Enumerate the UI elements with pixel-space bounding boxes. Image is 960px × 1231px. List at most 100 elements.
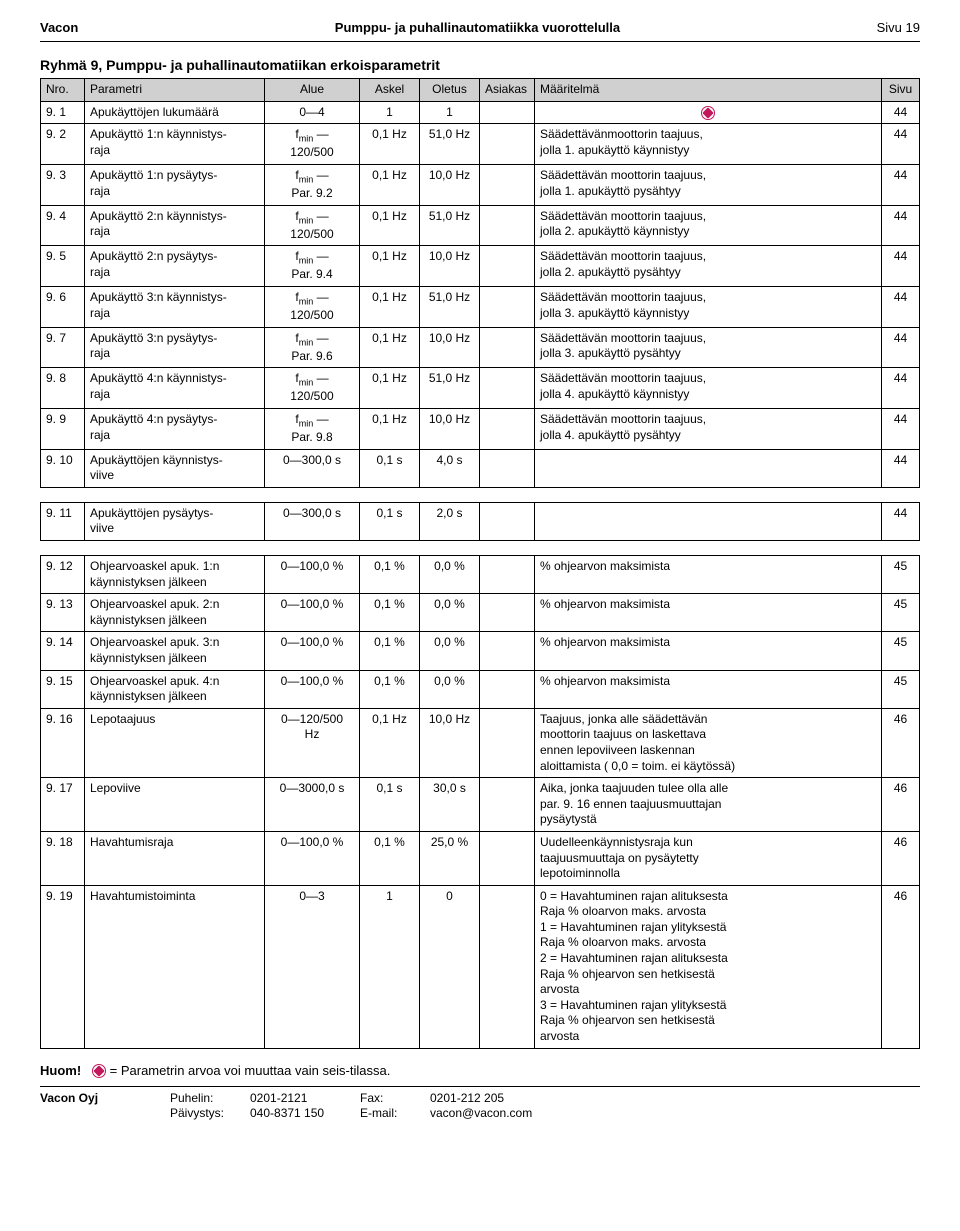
parameter-table-2: 9. 11Apukäyttöjen pysäytys- viive0—300,0… — [40, 502, 920, 541]
table-cell: 9. 13 — [41, 594, 85, 632]
column-header: Alue — [265, 79, 360, 102]
table-cell: Apukäyttö 4:n pysäytys- raja — [85, 408, 265, 449]
table-cell: Apukäyttö 1:n käynnistys- raja — [85, 124, 265, 165]
table-cell: 46 — [882, 831, 920, 885]
table-cell: 1 — [420, 101, 480, 124]
table-cell: 0—100,0 % — [265, 670, 360, 708]
table-cell: Säädettävän moottorin taajuus, jolla 4. … — [535, 368, 882, 409]
table-cell — [480, 831, 535, 885]
table-cell: 0—300,0 s — [265, 502, 360, 540]
table-cell: Apukäyttö 2:n pysäytys- raja — [85, 246, 265, 287]
table-cell: fmin — 120/500 — [265, 124, 360, 165]
table-cell — [480, 205, 535, 246]
table-cell: 9. 2 — [41, 124, 85, 165]
table-cell: 46 — [882, 778, 920, 832]
table-cell: 51,0 Hz — [420, 205, 480, 246]
table-cell: 0,1 % — [360, 831, 420, 885]
table-cell: 0,1 Hz — [360, 205, 420, 246]
table-cell: 9. 11 — [41, 502, 85, 540]
table-cell: Säädettävän moottorin taajuus, jolla 3. … — [535, 327, 882, 368]
table-cell — [480, 286, 535, 327]
table-cell — [480, 164, 535, 205]
table-cell: 0—120/500 Hz — [265, 708, 360, 777]
table-cell: 25,0 % — [420, 831, 480, 885]
table-cell: 9. 12 — [41, 556, 85, 594]
table-cell: 0—100,0 % — [265, 594, 360, 632]
table-cell: 44 — [882, 368, 920, 409]
table-cell — [535, 502, 882, 540]
table-cell: Säädettävän moottorin taajuus, jolla 3. … — [535, 286, 882, 327]
column-header: Määritelmä — [535, 79, 882, 102]
header-title: Pumppu- ja puhallinautomatiikka vuorotte… — [335, 20, 620, 37]
table-cell: 0,1 % — [360, 556, 420, 594]
table-cell: 44 — [882, 246, 920, 287]
stop-only-icon — [701, 106, 715, 120]
table-cell: 45 — [882, 670, 920, 708]
table-cell — [480, 885, 535, 1048]
table-cell — [480, 101, 535, 124]
table-cell: Säädettävän moottorin taajuus, jolla 2. … — [535, 205, 882, 246]
table-cell: 51,0 Hz — [420, 124, 480, 165]
table-cell: Apukäyttöjen pysäytys- viive — [85, 502, 265, 540]
table-cell: 0,0 % — [420, 632, 480, 670]
table-cell — [480, 670, 535, 708]
table-cell: 0,1 Hz — [360, 286, 420, 327]
table-cell: 9. 1 — [41, 101, 85, 124]
table-row: 9. 6Apukäyttö 3:n käynnistys- rajafmin —… — [41, 286, 920, 327]
table-cell: 0,1 s — [360, 778, 420, 832]
column-header: Asiakas — [480, 79, 535, 102]
table-cell: 0—3000,0 s — [265, 778, 360, 832]
column-header: Parametri — [85, 79, 265, 102]
table-cell: fmin — 120/500 — [265, 286, 360, 327]
table-cell: Ohjearvoaskel apuk. 2:n käynnistyksen jä… — [85, 594, 265, 632]
table-row: 9. 16Lepotaajuus0—120/500 Hz0,1 Hz10,0 H… — [41, 708, 920, 777]
section-title: Ryhmä 9, Pumppu- ja puhallinautomatiikan… — [40, 56, 920, 74]
table-cell: fmin — Par. 9.8 — [265, 408, 360, 449]
table-row: 9. 5Apukäyttö 2:n pysäytys- rajafmin — P… — [41, 246, 920, 287]
table-row: 9. 14Ohjearvoaskel apuk. 3:n käynnistyks… — [41, 632, 920, 670]
table-row: 9. 9Apukäyttö 4:n pysäytys- rajafmin — P… — [41, 408, 920, 449]
table-cell: 10,0 Hz — [420, 708, 480, 777]
table-cell: 4,0 s — [420, 449, 480, 487]
table-row: 9. 17Lepoviive0—3000,0 s0,1 s30,0 sAika,… — [41, 778, 920, 832]
table-cell: % ohjearvon maksimista — [535, 632, 882, 670]
table-cell: 44 — [882, 286, 920, 327]
table-cell: Havahtumisraja — [85, 831, 265, 885]
table-cell: fmin — Par. 9.4 — [265, 246, 360, 287]
table-cell: 30,0 s — [420, 778, 480, 832]
table-cell: 9. 14 — [41, 632, 85, 670]
footer-phone-val: 0201-2121 040-8371 150 — [250, 1091, 360, 1122]
table-row: 9. 4Apukäyttö 2:n käynnistys- rajafmin —… — [41, 205, 920, 246]
table-cell: Lepotaajuus — [85, 708, 265, 777]
table-cell: 0—100,0 % — [265, 556, 360, 594]
table-cell: % ohjearvon maksimista — [535, 670, 882, 708]
table-cell — [480, 708, 535, 777]
table-cell: 9. 5 — [41, 246, 85, 287]
table-cell — [480, 594, 535, 632]
table-cell: 44 — [882, 502, 920, 540]
table-cell — [480, 408, 535, 449]
table-cell: 9. 18 — [41, 831, 85, 885]
table-cell: 0,1 s — [360, 502, 420, 540]
table-cell: Apukäyttö 2:n käynnistys- raja — [85, 205, 265, 246]
table-cell: 9. 7 — [41, 327, 85, 368]
table-cell: Apukäyttöjen käynnistys- viive — [85, 449, 265, 487]
table-row: 9. 12Ohjearvoaskel apuk. 1:n käynnistyks… — [41, 556, 920, 594]
header-company: Vacon — [40, 20, 78, 37]
parameter-table-3: 9. 12Ohjearvoaskel apuk. 1:n käynnistyks… — [40, 555, 920, 1049]
table-cell: 44 — [882, 205, 920, 246]
table-row: 9. 19Havahtumistoiminta0—3100 = Havahtum… — [41, 885, 920, 1048]
page-footer: Vacon Oyj Puhelin: Päivystys: 0201-2121 … — [40, 1086, 920, 1122]
table-cell: Aika, jonka taajuuden tulee olla alle pa… — [535, 778, 882, 832]
table-cell: 0,1 % — [360, 670, 420, 708]
table-cell: 51,0 Hz — [420, 286, 480, 327]
table-cell: 0—3 — [265, 885, 360, 1048]
footer-phone-label: Puhelin: Päivystys: — [170, 1091, 250, 1122]
table-row: 9. 13Ohjearvoaskel apuk. 2:n käynnistyks… — [41, 594, 920, 632]
table-cell — [480, 327, 535, 368]
table-cell — [480, 778, 535, 832]
table-cell: 0,0 % — [420, 594, 480, 632]
table-cell — [535, 449, 882, 487]
table-cell: 44 — [882, 101, 920, 124]
table-row: 9. 18Havahtumisraja0—100,0 %0,1 %25,0 %U… — [41, 831, 920, 885]
